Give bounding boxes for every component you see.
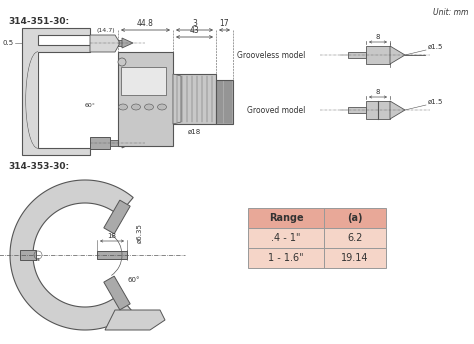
- FancyBboxPatch shape: [248, 208, 324, 228]
- Text: 8: 8: [376, 34, 380, 40]
- Text: 3: 3: [192, 19, 197, 28]
- FancyBboxPatch shape: [324, 248, 386, 268]
- Text: 60°: 60°: [127, 277, 139, 283]
- FancyBboxPatch shape: [248, 248, 324, 268]
- FancyBboxPatch shape: [110, 140, 122, 146]
- Ellipse shape: [118, 58, 126, 66]
- FancyBboxPatch shape: [366, 101, 390, 119]
- FancyBboxPatch shape: [216, 80, 233, 124]
- Polygon shape: [90, 35, 120, 52]
- Text: 6.2: 6.2: [347, 233, 363, 243]
- Ellipse shape: [131, 104, 140, 110]
- Text: Grooved model: Grooved model: [246, 106, 305, 115]
- Text: 314-351-30:: 314-351-30:: [8, 17, 69, 26]
- Text: 1 - 1.6": 1 - 1.6": [268, 253, 304, 263]
- Text: 44.8: 44.8: [137, 19, 154, 28]
- Text: 8: 8: [376, 89, 380, 95]
- Polygon shape: [105, 310, 165, 330]
- Text: 43: 43: [190, 26, 200, 35]
- FancyBboxPatch shape: [348, 52, 366, 58]
- FancyBboxPatch shape: [248, 228, 324, 248]
- Text: ø1.5: ø1.5: [428, 99, 443, 105]
- Text: ø1.5: ø1.5: [428, 44, 443, 50]
- Polygon shape: [122, 38, 133, 48]
- Text: ø18: ø18: [188, 129, 201, 135]
- Text: 314-353-30:: 314-353-30:: [8, 162, 69, 171]
- Text: Range: Range: [269, 213, 303, 223]
- Polygon shape: [390, 46, 405, 64]
- Polygon shape: [22, 28, 90, 155]
- FancyBboxPatch shape: [97, 251, 127, 259]
- Text: ø6.35: ø6.35: [137, 223, 143, 243]
- FancyBboxPatch shape: [348, 107, 366, 113]
- Polygon shape: [173, 74, 181, 124]
- Ellipse shape: [118, 104, 128, 110]
- Ellipse shape: [157, 104, 166, 110]
- FancyBboxPatch shape: [324, 228, 386, 248]
- Polygon shape: [122, 138, 133, 148]
- Text: 18: 18: [108, 233, 117, 239]
- Text: (a): (a): [347, 213, 363, 223]
- FancyBboxPatch shape: [366, 46, 390, 64]
- Text: .4 - 1": .4 - 1": [271, 233, 301, 243]
- Text: 0.5: 0.5: [3, 40, 14, 46]
- FancyBboxPatch shape: [90, 37, 110, 49]
- Text: 17: 17: [219, 19, 229, 28]
- FancyBboxPatch shape: [324, 208, 386, 228]
- Ellipse shape: [145, 104, 154, 110]
- Polygon shape: [104, 200, 130, 234]
- FancyBboxPatch shape: [90, 137, 110, 149]
- Polygon shape: [104, 276, 130, 310]
- Text: Grooveless model: Grooveless model: [237, 51, 305, 60]
- FancyBboxPatch shape: [173, 74, 216, 124]
- Text: (14.7): (14.7): [96, 28, 115, 33]
- Polygon shape: [26, 52, 38, 148]
- FancyBboxPatch shape: [121, 67, 166, 95]
- Text: 60°: 60°: [85, 103, 96, 108]
- FancyBboxPatch shape: [20, 250, 36, 260]
- Polygon shape: [10, 180, 133, 330]
- Text: 19.14: 19.14: [341, 253, 369, 263]
- FancyBboxPatch shape: [110, 40, 122, 46]
- FancyBboxPatch shape: [118, 52, 173, 146]
- Polygon shape: [390, 101, 405, 119]
- Text: a: a: [36, 257, 40, 262]
- Text: Unit: mm: Unit: mm: [433, 8, 468, 17]
